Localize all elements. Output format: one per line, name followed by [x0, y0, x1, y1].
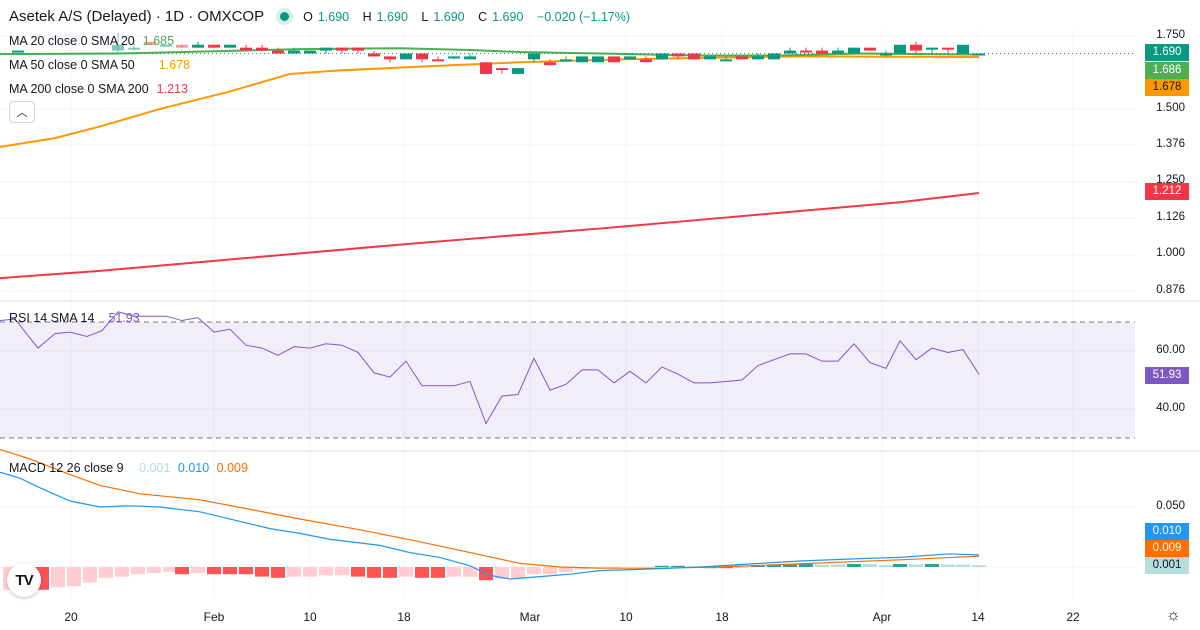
last-price-tag: 1.690 [1145, 44, 1189, 61]
rsi-value: 51.93 [108, 311, 140, 325]
chevron-up-icon: ︿ [16, 107, 28, 119]
price-tick: 1.750 [1156, 29, 1185, 41]
rsi-tick: 60.00 [1156, 344, 1185, 356]
legend-macd[interactable]: MACD 12 26 close 9 0.001 0.010 0.009 [9, 461, 248, 475]
legend-rsi[interactable]: RSI 14 SMA 14 51.93 [9, 311, 140, 325]
ma50-value: 1.678 [158, 58, 191, 72]
macd-tick: 0.050 [1156, 500, 1185, 512]
rsi-value-tag: 51.93 [1145, 367, 1189, 384]
legend-ma20[interactable]: MA 20 close 0 SMA 20 1.685 [9, 34, 175, 48]
time-axis-label: 18 [715, 610, 729, 624]
macd-signal-tag: 0.009 [1145, 540, 1189, 557]
macd-value-tag: 0.010 [1145, 523, 1189, 540]
time-axis-label: Apr [872, 610, 892, 624]
ma200-price-tag: 1.212 [1145, 183, 1189, 200]
time-axis-label: 18 [397, 610, 411, 624]
change-value: −0.020 (−1.17%) [536, 9, 631, 24]
symbol-title[interactable]: Asetek A/S (Delayed) · 1D · OMXCOP [9, 8, 265, 25]
time-axis-label: 22 [1066, 610, 1080, 624]
macd-value: 0.010 [177, 461, 210, 475]
macd-signal-value: 0.009 [216, 461, 248, 475]
ma20-price-tag: 1.686 [1145, 62, 1189, 79]
gear-icon[interactable]: ☼ [1166, 607, 1181, 624]
price-tick: 0.876 [1156, 284, 1185, 296]
macd-hist-tag: 0.001 [1145, 557, 1189, 574]
price-tick: 1.500 [1156, 102, 1185, 114]
rsi-tick: 40.00 [1156, 402, 1185, 414]
legend-ma50[interactable]: MA 50 close 0 SMA 50 1.678 [9, 58, 191, 72]
ma20-value: 1.685 [142, 34, 175, 48]
time-axis-label: Feb [203, 610, 225, 624]
time-axis-label: 10 [303, 610, 317, 624]
time-axis-label: Mar [519, 610, 541, 624]
ma200-value: 1.213 [156, 82, 188, 96]
collapse-legend-button[interactable]: ︿ [9, 101, 35, 123]
market-status-icon [280, 12, 290, 21]
price-tick: 1.376 [1156, 138, 1185, 150]
symbol-header: Asetek A/S (Delayed) · 1D · OMXCOP O 1.69… [9, 8, 635, 25]
tradingview-logo[interactable]: TV [7, 563, 41, 597]
legend-ma200[interactable]: MA 200 close 0 SMA 200 1.213 [9, 82, 188, 96]
time-axis-label: 20 [64, 610, 78, 624]
price-tick: 1.126 [1156, 211, 1185, 223]
time-axis-label: 10 [619, 610, 633, 624]
time-axis-label: 14 [971, 610, 985, 624]
price-tick: 1.000 [1156, 247, 1185, 259]
ohlc-values: O 1.690 H 1.690 L 1.690 C 1.690 −0.020 (−1.1… [303, 9, 631, 24]
macd-hist-value: 0.001 [139, 461, 171, 475]
ma50-price-tag: 1.678 [1145, 79, 1189, 96]
